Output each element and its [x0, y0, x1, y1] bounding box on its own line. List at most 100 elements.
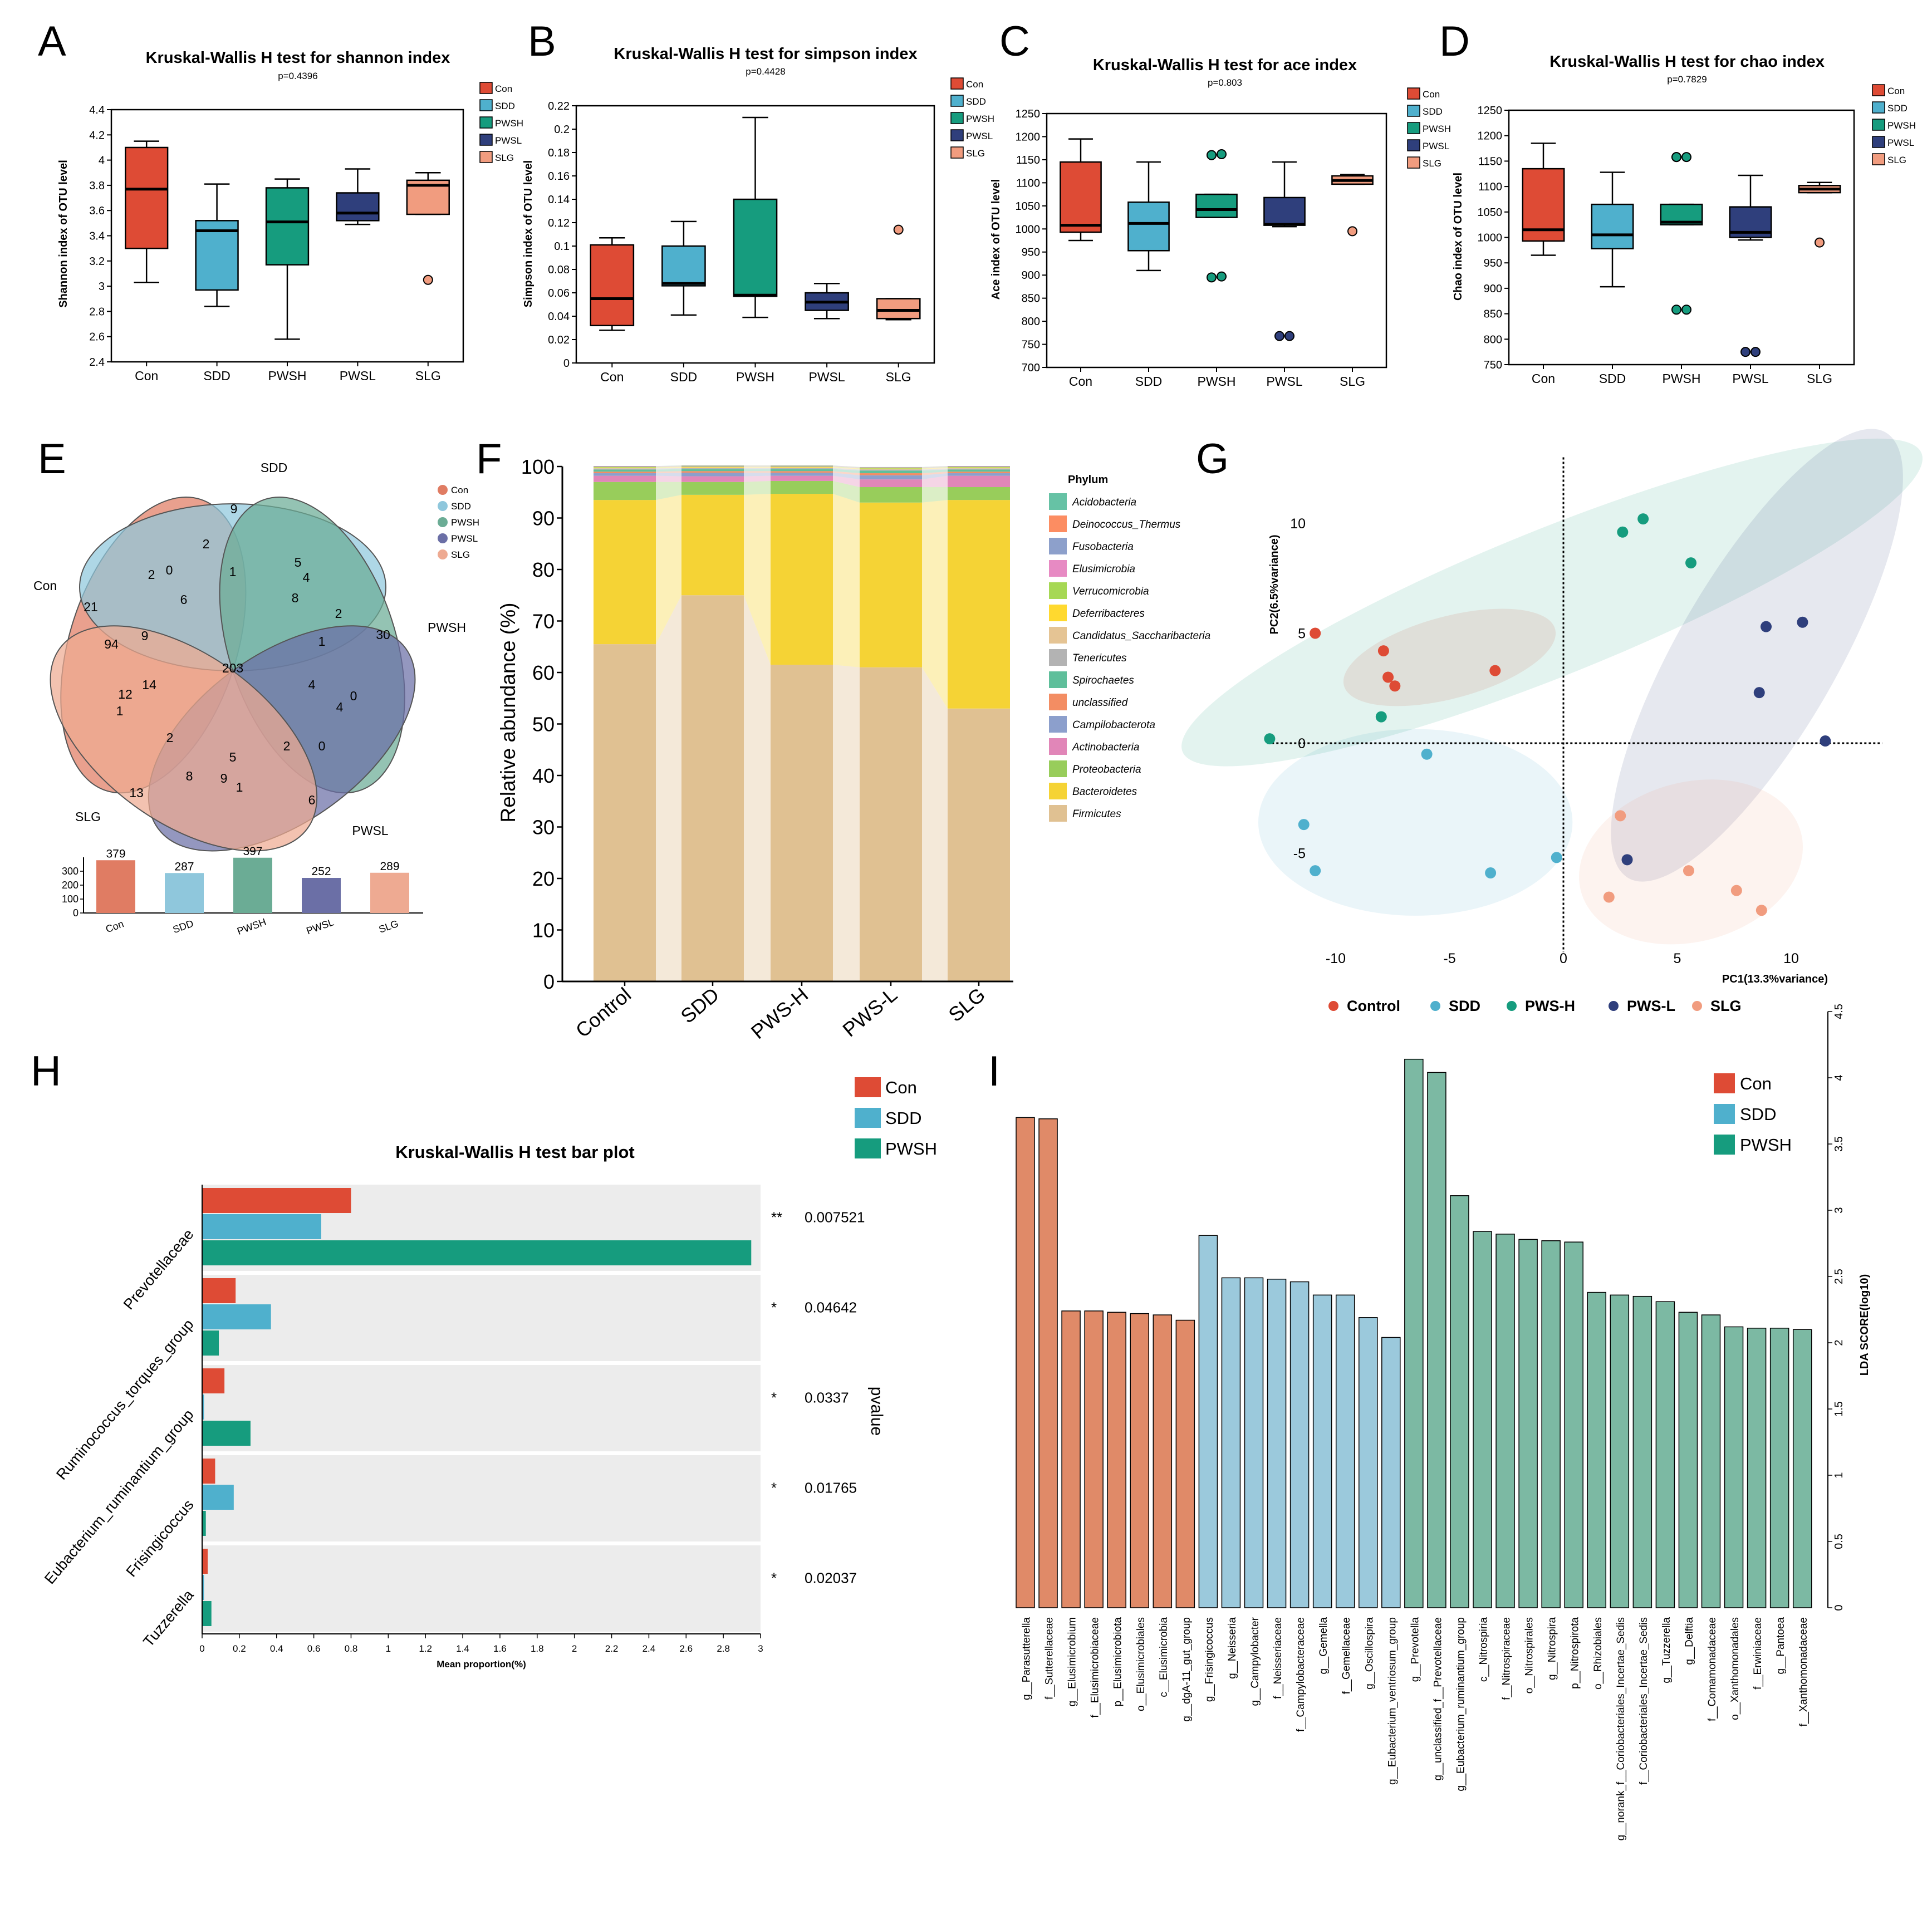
x-tick-label: SDD	[1599, 371, 1626, 386]
y-tick-label: 80	[532, 558, 555, 581]
panel-b-title: Kruskal-Wallis H test for simpson index	[614, 45, 917, 63]
bar-y-tick-label: 0	[73, 907, 79, 919]
stacked-segment	[860, 469, 922, 471]
outlier-point	[1284, 331, 1294, 341]
y-tick-label: 1.5	[1833, 1401, 1845, 1417]
box	[661, 245, 706, 287]
legend-label: PWSH	[495, 118, 523, 129]
y-tick-label: 0	[1833, 1604, 1845, 1611]
proportion-bar	[202, 1188, 351, 1213]
flow-band	[922, 468, 948, 470]
y-tick-label: 2	[1833, 1339, 1845, 1346]
p-value: 0.02037	[805, 1570, 857, 1587]
stacked-segment	[948, 487, 1010, 500]
venn-ellipse	[50, 625, 318, 852]
y-tick-label: 4	[1833, 1074, 1845, 1081]
stacked-segment	[948, 500, 1010, 709]
panel-g-plot: -10 -5 0 5 10 -5 0 5 10	[1181, 429, 1923, 966]
panel-c-title: Kruskal-Wallis H test for ace index	[1093, 56, 1357, 74]
flow-band	[744, 471, 771, 473]
panel-c-pvalue: p=0.803	[1208, 77, 1242, 88]
flow-band	[744, 480, 771, 495]
stacked-segment	[771, 471, 833, 473]
legend-swatch	[1430, 1001, 1440, 1011]
flow-band	[656, 494, 681, 645]
panel-b: B Kruskal-Wallis H test for simpson inde…	[522, 18, 994, 384]
taxon-label: p__Elusimicrobiota	[1112, 1617, 1124, 1707]
flow-band	[833, 469, 860, 474]
outlier-point	[893, 224, 904, 235]
venn-set-tick-label: SLG	[377, 918, 400, 935]
taxon-label: g__Gemella	[1318, 1617, 1330, 1675]
taxon-label: g__Pantoea	[1775, 1617, 1787, 1675]
venn-region-count: 4	[308, 677, 316, 692]
flow-band	[922, 466, 948, 468]
legend-swatch	[1049, 605, 1067, 621]
legend-label: Con	[966, 79, 983, 90]
lda-bar	[1769, 1328, 1789, 1608]
y-tick-label: 100	[521, 455, 555, 478]
y-tick-label: 0.02	[548, 334, 570, 346]
venn-region-count: 21	[84, 600, 98, 614]
stacked-segment	[681, 494, 744, 596]
legend-swatch	[1407, 122, 1420, 134]
flow-band	[833, 466, 860, 468]
panel-f-legend: Acidobacteria Deinococcus_Thermus Fusobact…	[1049, 493, 1210, 822]
stacked-segment	[771, 469, 833, 472]
panel-d-label: D	[1439, 18, 1470, 65]
taxon-label: g__Campylobacter	[1249, 1617, 1261, 1706]
legend-swatch	[1049, 649, 1067, 666]
venn-region-count: 0	[350, 689, 357, 703]
box	[336, 192, 380, 222]
legend-swatch	[1049, 538, 1067, 554]
lda-bar	[1198, 1235, 1218, 1608]
stacked-segment	[594, 644, 656, 981]
flow-band	[922, 468, 948, 471]
flow-band	[833, 473, 860, 480]
pcoa-point	[1382, 671, 1394, 683]
pcoa-point	[1730, 885, 1742, 896]
proportion-bar	[202, 1240, 752, 1265]
legend-label: PWSH	[451, 517, 479, 528]
significance-stars: *	[771, 1570, 777, 1587]
legend-swatch	[1714, 1073, 1735, 1093]
flow-band	[656, 465, 681, 467]
pcoa-point	[1820, 735, 1831, 747]
pcoa-point	[1761, 621, 1772, 632]
pcoa-point	[1310, 627, 1321, 639]
y-tick-label: 0.12	[548, 217, 570, 229]
venn-region-count: 1	[116, 704, 124, 718]
proportion-bar	[202, 1485, 234, 1510]
legend-label: PWSL	[451, 533, 478, 544]
legend-label: PWSL	[1887, 138, 1914, 148]
significance-stars: **	[771, 1209, 782, 1226]
category-label: Tuzzerella	[140, 1586, 197, 1650]
panel-f-label: F	[476, 435, 502, 483]
x-tick-label: Control	[571, 983, 635, 1042]
flow-band	[833, 494, 860, 667]
stacked-segment	[860, 479, 922, 487]
panel-b-plot: 0 0.02 0.04 0.06 0.08 0.1 0.12 0.14 0.16 0.18 0.2 0…	[548, 100, 935, 384]
legend-swatch	[1049, 694, 1067, 710]
panel-a-plot: 2.4 2.6 2.8 3 3.2 3.4 3.6 3.8 4 4.2 4.4 Con SDD PWSH P…	[89, 104, 464, 383]
x-tick-label: SDD	[1135, 374, 1163, 389]
panel-h-title: Kruskal-Wallis H test bar plot	[395, 1142, 635, 1162]
legend-swatch	[1872, 84, 1885, 96]
legend-label: PWSH	[1423, 124, 1451, 134]
proportion-bar	[202, 1214, 321, 1239]
lda-bar	[1107, 1312, 1126, 1608]
taxon-label: f__Campylobacteraceae	[1295, 1617, 1307, 1732]
legend-label: SLG	[495, 153, 514, 163]
lda-bar	[1335, 1294, 1355, 1608]
stacked-segment	[948, 708, 1010, 981]
legend-label: SDD	[1740, 1104, 1776, 1124]
lda-bar	[1084, 1310, 1104, 1608]
flow-band	[656, 469, 681, 472]
legend-label: PWSH	[966, 114, 994, 124]
box	[1591, 203, 1634, 249]
legend-swatch	[1049, 627, 1067, 644]
outlier-point	[1671, 305, 1681, 315]
flow-band	[922, 472, 948, 475]
x-tick-label: 2.4	[643, 1643, 656, 1654]
y-tick-label: -5	[1293, 846, 1306, 862]
